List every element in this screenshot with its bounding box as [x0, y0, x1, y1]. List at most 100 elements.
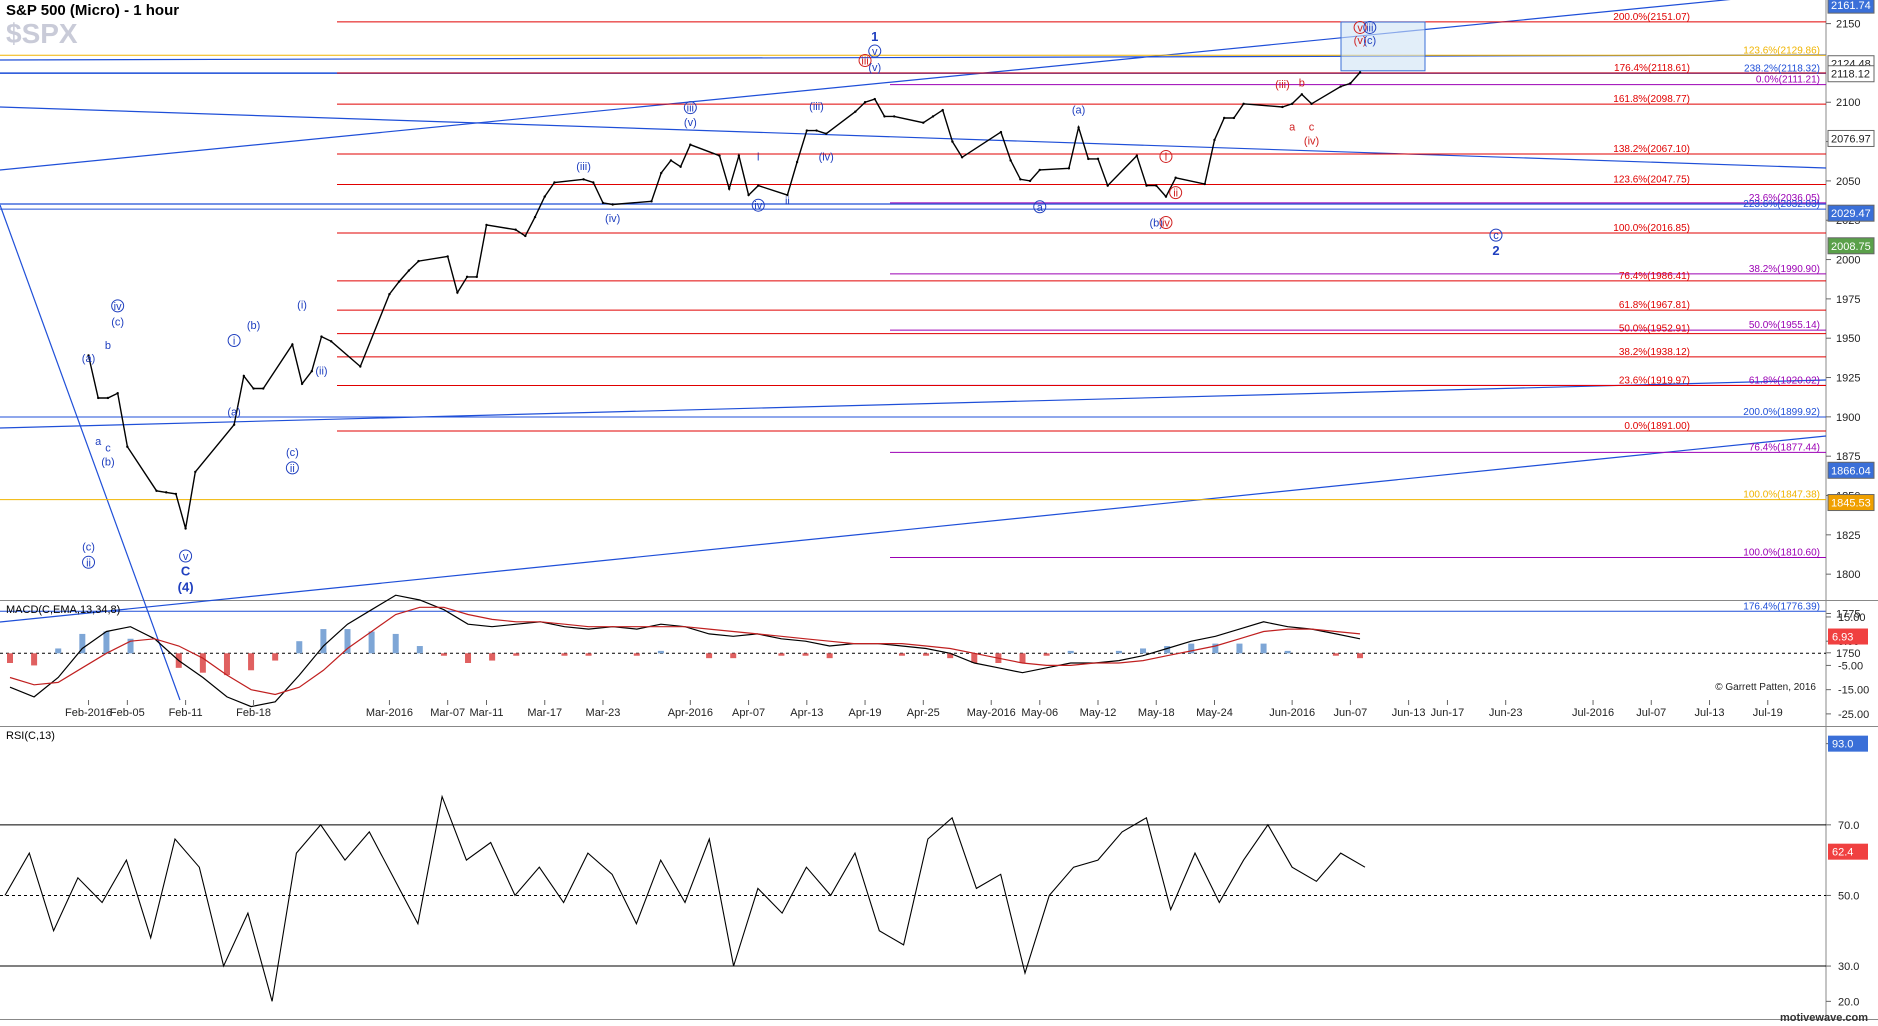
fib-label: 100.0%(1847.38) [1743, 490, 1820, 501]
wave-circle [868, 44, 882, 58]
price-point [1203, 182, 1206, 186]
wave-circle [751, 198, 765, 212]
wave-label: iii [687, 103, 694, 115]
price-point [291, 343, 294, 346]
wave-circle [1159, 149, 1173, 163]
trendlines [0, 0, 1827, 701]
macd-histogram-bar [248, 653, 255, 671]
macd-histogram-bar [585, 653, 592, 656]
wave-label: (c) [1363, 35, 1376, 47]
wave-circle [1489, 228, 1503, 242]
x-tick-label: Mar-07 [430, 707, 465, 719]
price-series-line [87, 71, 1361, 529]
price-point [660, 171, 663, 175]
price-tag-box [1827, 494, 1875, 512]
macd-histogram-bar [344, 629, 351, 654]
macd-pane[interactable] [0, 600, 1878, 727]
price-point [1164, 195, 1168, 198]
wave-circle [227, 333, 241, 347]
price-point [1281, 105, 1284, 109]
macd-tick-label: -25.00 [1838, 709, 1869, 721]
x-tick-label: May-18 [1138, 707, 1175, 719]
price-point [514, 228, 517, 231]
macd-current-value: 6.93 [1832, 632, 1853, 644]
price-point [1222, 116, 1226, 120]
price-tag-box [1827, 65, 1875, 83]
macd-histogram-bar [1357, 653, 1363, 659]
price-point [747, 193, 750, 197]
y-tick-label: 2050 [1836, 176, 1860, 188]
macd-histogram-bar [1188, 643, 1195, 654]
rsi-tick-label: 70.0 [1838, 820, 1859, 832]
price-point [1096, 157, 1100, 161]
macd-tick-label: 15.00 [1838, 612, 1866, 624]
price-tag-box [1827, 129, 1875, 147]
price-point [397, 280, 401, 283]
price-point [1028, 179, 1032, 183]
wave-circle [1363, 20, 1377, 34]
wave-label: (a) [82, 353, 95, 365]
price-point [465, 275, 469, 279]
price-point [1106, 184, 1109, 187]
x-tick-label: Mar-2016 [366, 707, 413, 719]
wave-label: C [181, 564, 191, 579]
price-point [155, 489, 158, 492]
price-point [737, 154, 741, 157]
rsi-current-box [1828, 843, 1868, 860]
price-point [97, 396, 100, 400]
wave-label: (b) [247, 320, 260, 332]
trendline [0, 54, 1827, 61]
price-point [650, 200, 653, 203]
rsi-label: RSI(C,13) [6, 730, 55, 742]
trendline [0, 204, 181, 701]
x-tick-label: Jun-13 [1392, 707, 1426, 719]
price-point [543, 195, 546, 198]
wave-circle [111, 299, 125, 313]
price-tag-box [1827, 0, 1875, 14]
x-tick-label: Jul-07 [1636, 707, 1666, 719]
price-tags: 2161.742124.482118.122076.972029.472008.… [1827, 0, 1875, 512]
price-point [1009, 159, 1012, 162]
fib-label: 138.2%(2067.10) [1613, 144, 1690, 155]
price-tag: 2161.74 [1831, 0, 1871, 12]
price-point [407, 269, 411, 272]
macd-histogram-bar [440, 653, 447, 656]
x-tick-label: Apr-25 [907, 707, 940, 719]
price-point [456, 291, 459, 294]
fib-label: 176.4%(2118.61) [1614, 63, 1690, 74]
x-tick-label: Apr-2016 [668, 707, 713, 719]
price-point [359, 365, 362, 368]
fib-label: 161.8%(2098.77) [1613, 94, 1690, 105]
wave-circle [179, 549, 193, 563]
wave-label: ii [290, 463, 295, 475]
wave-label: c [1309, 122, 1315, 134]
price-point [1155, 184, 1158, 187]
x-tick-label: May-12 [1080, 707, 1117, 719]
x-tick-label: Jul-2016 [1572, 707, 1614, 719]
y-tick-label: 2150 [1836, 19, 1860, 31]
fib-label: 50.0%(1952.91) [1619, 324, 1690, 335]
price-pane[interactable] [0, 0, 1878, 601]
price-point [388, 292, 391, 296]
wave-label: v [1357, 22, 1363, 34]
price-point [1290, 102, 1294, 106]
price-point [116, 392, 119, 395]
y-tick-label: 1975 [1836, 294, 1860, 306]
macd-group: 15.005.00-5.00-15.00-25.006.93 [0, 594, 1869, 726]
macd-histogram-bar [1284, 650, 1291, 654]
fib-label: 23.6%(2036.05) [1749, 193, 1820, 204]
rsi-pane[interactable] [0, 726, 1878, 1020]
wave-label: v [872, 46, 878, 58]
macd-histogram-bar [947, 653, 954, 659]
price-point [126, 445, 129, 448]
price-point [1300, 93, 1304, 96]
x-tick-label: Apr-13 [790, 707, 823, 719]
wave-label: iv [1162, 218, 1170, 230]
wave-circle [82, 555, 96, 569]
macd-current-box [1828, 628, 1868, 645]
price-point [310, 370, 313, 373]
macd-histogram-bar [272, 653, 279, 661]
macd-histogram-bar [633, 653, 640, 656]
wave-label: (c) [111, 317, 124, 329]
